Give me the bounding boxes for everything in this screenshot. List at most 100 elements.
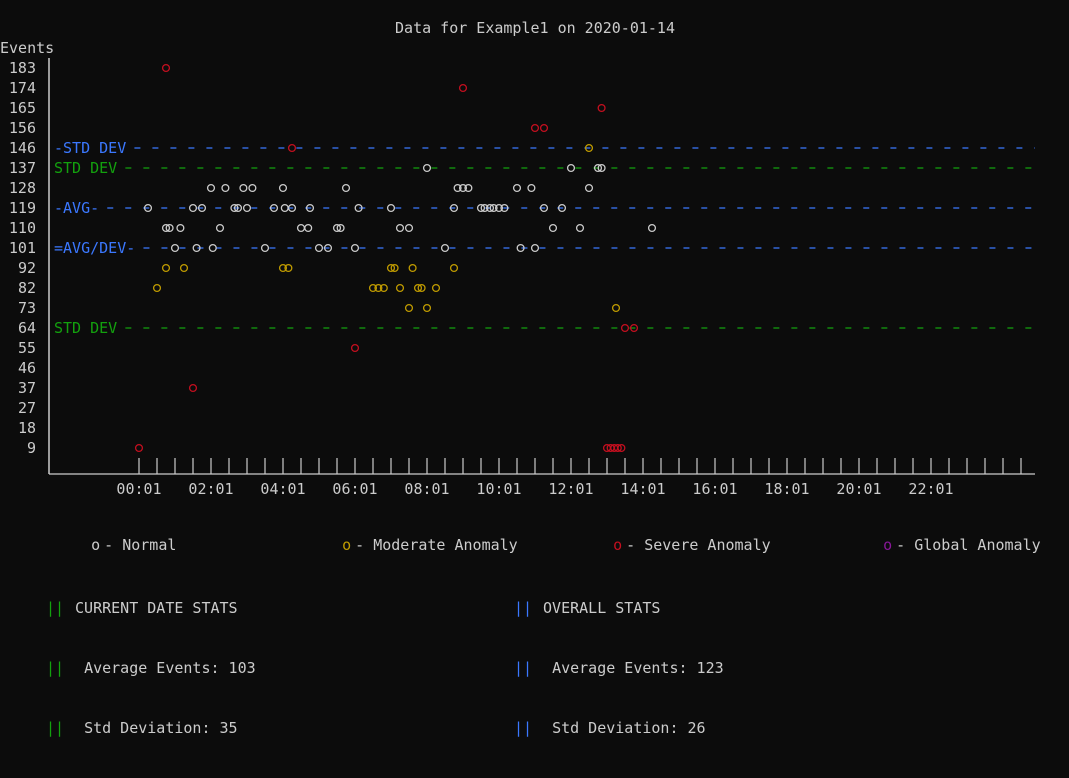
data-point <box>485 203 495 213</box>
data-point <box>152 283 162 293</box>
data-point <box>350 343 360 353</box>
data-point <box>597 163 606 173</box>
x-tick-label: 12:01 <box>548 480 593 498</box>
current-stats-bar: || <box>46 719 65 737</box>
legend-global-symbol: o <box>883 536 893 554</box>
x-tick-label: 10:01 <box>476 480 521 498</box>
data-point <box>548 223 558 233</box>
y-tick-label: 174 <box>9 79 36 97</box>
data-point <box>584 183 594 193</box>
data-point <box>597 103 606 113</box>
legend-moderate: o- Moderate Anomaly <box>306 518 518 572</box>
x-tick-label: 02:01 <box>188 480 233 498</box>
current-stats-bar: || <box>46 599 65 617</box>
data-point <box>530 123 540 133</box>
data-point <box>464 183 473 193</box>
data-point <box>278 183 288 193</box>
data-point <box>215 223 225 233</box>
data-point <box>476 203 486 213</box>
y-tick-label: 37 <box>18 379 36 397</box>
x-tick-label: 08:01 <box>404 480 449 498</box>
data-point <box>332 223 342 233</box>
data-point <box>305 203 315 213</box>
data-point <box>287 203 297 213</box>
legend-normal-symbol: o <box>91 536 101 554</box>
data-point <box>395 223 405 233</box>
y-tick-label: 9 <box>27 439 36 457</box>
current-average: Average Events: 103 <box>84 659 256 677</box>
data-point <box>143 203 153 213</box>
data-point <box>278 263 288 273</box>
data-point <box>206 183 216 193</box>
data-point <box>386 263 396 273</box>
data-point <box>161 263 171 273</box>
y-tick-label: 46 <box>18 359 36 377</box>
data-point <box>647 223 657 233</box>
data-point <box>170 243 180 253</box>
data-point <box>323 243 333 253</box>
data-point <box>179 263 189 273</box>
current-stddev: Std Deviation: 35 <box>84 719 238 737</box>
scatter-chart: Data for Example1 on 2020-01-14Events183… <box>0 19 1035 498</box>
data-point <box>480 203 489 213</box>
data-point <box>233 203 243 213</box>
data-point <box>390 263 399 273</box>
data-point <box>489 203 498 213</box>
data-point <box>449 263 459 273</box>
y-tick-label: 165 <box>9 99 36 117</box>
data-point <box>417 283 426 293</box>
y-tick-label: 137 <box>9 159 36 177</box>
legend-severe-symbol: o <box>613 536 623 554</box>
data-point <box>368 283 378 293</box>
y-tick-label: 27 <box>18 399 36 417</box>
data-point <box>575 223 585 233</box>
overall-average: Average Events: 123 <box>552 659 724 677</box>
data-point <box>512 183 522 193</box>
reference-line-label: =AVG/DEV- <box>54 239 135 257</box>
current-stats-bar: || <box>46 659 65 677</box>
y-tick-label: 183 <box>9 59 36 77</box>
overall-stats-title: OVERALL STATS <box>543 599 661 617</box>
data-point <box>449 203 459 213</box>
overall-stats-bar: || <box>514 599 533 617</box>
legend-normal-label: - Normal <box>104 536 177 554</box>
chart-title: Data for Example1 on 2020-01-14 <box>395 19 675 37</box>
data-point <box>422 303 432 313</box>
data-point <box>188 383 198 393</box>
x-tick-label: 22:01 <box>908 480 953 498</box>
x-tick-label: 00:01 <box>116 480 161 498</box>
data-point <box>260 243 270 253</box>
x-tick-label: 16:01 <box>692 480 737 498</box>
legend-global: o- Global Anomaly <box>847 518 1041 572</box>
data-point <box>584 143 594 153</box>
y-tick-label: 146 <box>9 139 36 157</box>
terminal-window: Data for Example1 on 2020-01-14 Events 183… <box>0 19 1041 737</box>
data-point <box>408 263 417 273</box>
legend-severe: o- Severe Anomaly <box>577 518 771 572</box>
reference-line-label: -STD DEV <box>54 139 126 157</box>
data-point <box>350 243 360 253</box>
data-point <box>287 143 297 153</box>
data-point <box>314 243 324 253</box>
data-point <box>527 183 536 193</box>
data-point <box>379 283 388 293</box>
x-tick-label: 06:01 <box>332 480 377 498</box>
data-point <box>620 323 630 333</box>
reference-line-label: STD DEV <box>54 159 117 177</box>
data-point <box>613 443 622 453</box>
data-point <box>440 243 450 253</box>
data-point <box>296 223 306 233</box>
y-axis-label: Events <box>0 39 54 57</box>
data-point <box>617 443 626 453</box>
y-tick-label: 156 <box>9 119 36 137</box>
data-point <box>165 223 174 233</box>
y-tick-label: 18 <box>18 419 36 437</box>
y-tick-label: 128 <box>9 179 36 197</box>
data-point <box>453 183 462 193</box>
data-point <box>539 123 549 133</box>
legend-moderate-label: - Moderate Anomaly <box>355 536 518 554</box>
y-tick-label: 64 <box>18 319 36 337</box>
legend-moderate-symbol: o <box>342 536 352 554</box>
x-tick-label: 18:01 <box>764 480 809 498</box>
y-tick-label: 92 <box>18 259 36 277</box>
